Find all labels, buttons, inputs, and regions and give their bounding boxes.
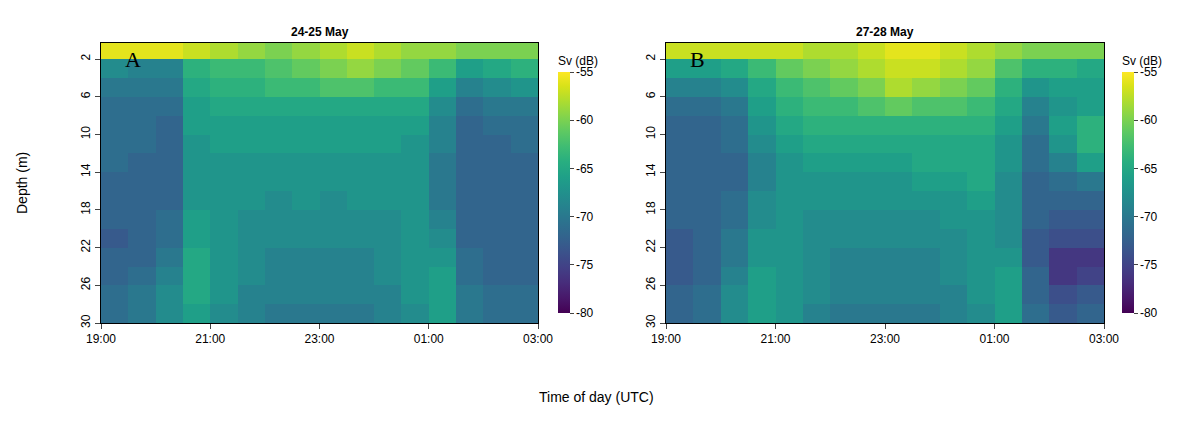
svg-text:-60: -60 (576, 113, 594, 127)
svg-text:01:00: 01:00 (979, 332, 1009, 346)
svg-text:01:00: 01:00 (414, 332, 444, 346)
svg-text:18: 18 (644, 201, 658, 215)
svg-text:-55: -55 (576, 65, 594, 79)
svg-text:Time of day (UTC): Time of day (UTC) (539, 389, 654, 405)
svg-text:26: 26 (644, 276, 658, 290)
svg-text:Depth (m): Depth (m) (14, 152, 30, 214)
svg-text:-65: -65 (1140, 162, 1158, 176)
svg-text:-60: -60 (1140, 113, 1158, 127)
svg-text:23:00: 23:00 (870, 332, 900, 346)
svg-text:24-25 May: 24-25 May (291, 25, 349, 39)
svg-text:-75: -75 (576, 258, 594, 272)
svg-text:03:00: 03:00 (523, 332, 553, 346)
svg-text:27-28 May: 27-28 May (856, 25, 914, 39)
svg-text:2: 2 (79, 54, 93, 61)
svg-text:-70: -70 (576, 210, 594, 224)
svg-text:B: B (690, 47, 705, 72)
svg-text:26: 26 (79, 276, 93, 290)
svg-text:-70: -70 (1140, 210, 1158, 224)
svg-text:2: 2 (644, 54, 658, 61)
svg-text:22: 22 (644, 239, 658, 253)
svg-text:Sv (dB): Sv (dB) (1122, 54, 1162, 68)
svg-text:-80: -80 (576, 306, 594, 320)
svg-text:22: 22 (79, 239, 93, 253)
svg-text:-55: -55 (1140, 65, 1158, 79)
svg-text:03:00: 03:00 (1089, 332, 1119, 346)
svg-text:19:00: 19:00 (651, 332, 681, 346)
svg-text:14: 14 (79, 163, 93, 177)
svg-text:-75: -75 (1140, 258, 1158, 272)
svg-text:18: 18 (79, 201, 93, 215)
svg-text:19:00: 19:00 (86, 332, 116, 346)
svg-text:A: A (125, 47, 141, 72)
svg-text:21:00: 21:00 (760, 332, 790, 346)
svg-text:10: 10 (79, 126, 93, 140)
svg-text:Sv (dB): Sv (dB) (558, 54, 598, 68)
svg-text:10: 10 (644, 126, 658, 140)
svg-text:23:00: 23:00 (304, 332, 334, 346)
svg-text:6: 6 (79, 91, 93, 98)
svg-text:14: 14 (644, 163, 658, 177)
svg-text:21:00: 21:00 (195, 332, 225, 346)
svg-text:6: 6 (644, 91, 658, 98)
svg-text:30: 30 (644, 314, 658, 328)
svg-text:-80: -80 (1140, 306, 1158, 320)
svg-text:-65: -65 (576, 162, 594, 176)
svg-text:30: 30 (79, 314, 93, 328)
